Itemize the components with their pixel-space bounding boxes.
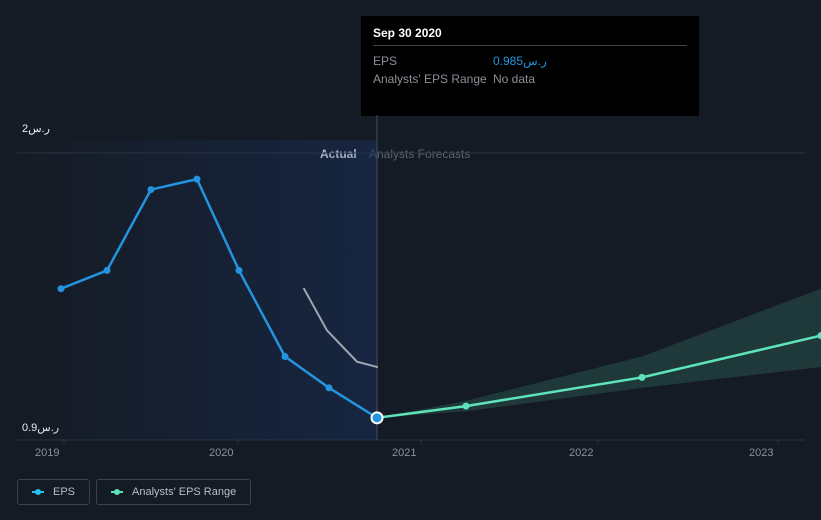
legend: EPS Analysts' EPS Range <box>17 479 251 505</box>
legend-item-range[interactable]: Analysts' EPS Range <box>96 479 251 505</box>
line-chart[interactable] <box>0 0 821 520</box>
legend-item-eps[interactable]: EPS <box>17 479 90 505</box>
line-dot-icon <box>32 489 44 495</box>
legend-label: EPS <box>53 486 75 498</box>
line-dot-icon <box>111 489 123 495</box>
legend-label: Analysts' EPS Range <box>132 486 236 498</box>
